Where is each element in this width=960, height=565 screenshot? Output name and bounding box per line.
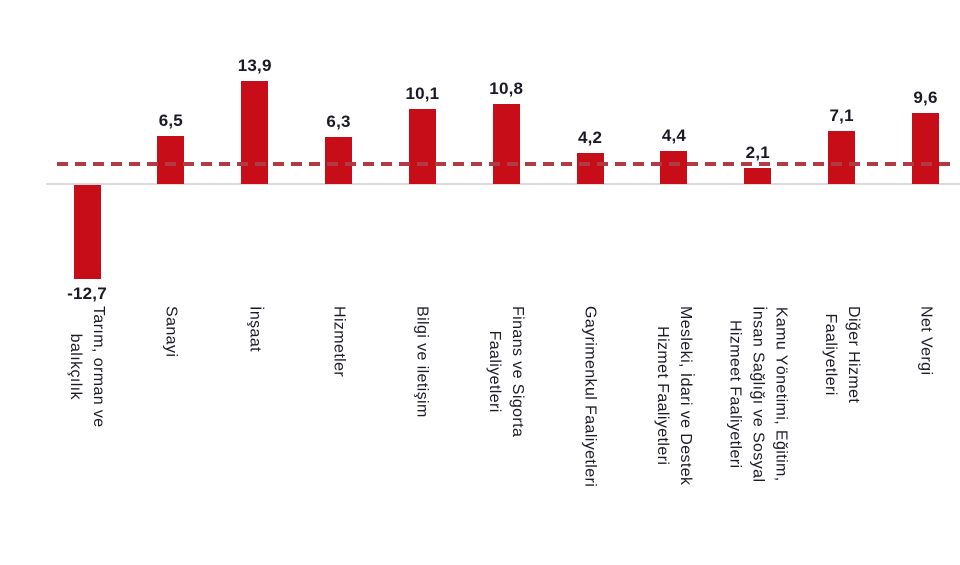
value-label-7: 4,4 bbox=[661, 126, 687, 146]
category-label-3: Hizmetler bbox=[330, 306, 348, 378]
bar-9 bbox=[828, 131, 856, 184]
bar-7 bbox=[660, 151, 688, 184]
category-label-10: Net Vergi bbox=[917, 306, 934, 376]
category-label-0: Tarım, orman ve balıkçılık bbox=[67, 306, 107, 428]
category-label-8: Kamu Yönetimi, Eğitim, İnsan Sağlığı ve … bbox=[726, 306, 790, 483]
bar-10 bbox=[912, 112, 939, 184]
bar-8 bbox=[744, 168, 772, 184]
value-label-6: 4,2 bbox=[577, 127, 603, 147]
category-label-1: Sanayi bbox=[162, 306, 180, 358]
bar-4 bbox=[408, 109, 436, 184]
value-label-5: 10,8 bbox=[489, 79, 524, 99]
value-label-4: 10,1 bbox=[405, 84, 440, 104]
value-label-8: 2,1 bbox=[745, 143, 770, 163]
category-label-4: Bilgi ve iletişim bbox=[413, 306, 431, 418]
reference-dashed-line bbox=[57, 162, 950, 167]
category-label-6: Gayrimenkul Faaliyetleri bbox=[581, 306, 599, 488]
value-label-10: 9,6 bbox=[913, 87, 938, 107]
value-label-9: 7,1 bbox=[829, 106, 854, 126]
category-label-9: Diğer Hizmet Faaliyetleri bbox=[821, 306, 862, 404]
x-axis-line bbox=[46, 183, 960, 185]
value-label-3: 6,3 bbox=[326, 112, 351, 132]
value-label-1: 6,5 bbox=[158, 110, 183, 130]
value-label-2: 13,9 bbox=[237, 56, 272, 76]
bar-1 bbox=[157, 135, 185, 184]
category-label-7: Mesleki, İdari ve Destek Hizmet Faaliyet… bbox=[653, 306, 694, 486]
bar-5 bbox=[492, 104, 520, 184]
value-label-0: -12,7 bbox=[67, 283, 107, 303]
category-label-2: İnşaat bbox=[246, 306, 264, 352]
bar-3 bbox=[325, 137, 353, 184]
bar-2 bbox=[241, 81, 269, 184]
bar-0 bbox=[73, 185, 101, 279]
category-label-5: Finans ve Sigorta Faaliyetleri bbox=[486, 306, 527, 438]
bar-6 bbox=[576, 152, 604, 184]
